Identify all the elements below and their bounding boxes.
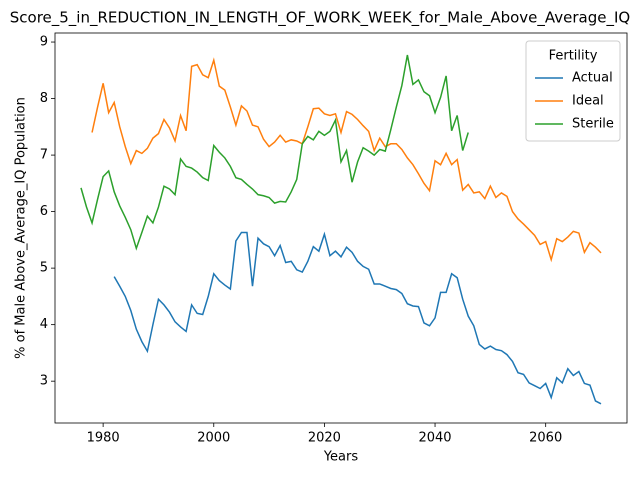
x-tick-label: 2020 <box>308 431 341 446</box>
legend-title: Fertility <box>549 49 598 64</box>
y-tick-label: 9 <box>40 35 48 50</box>
y-tick-label: 5 <box>40 261 48 276</box>
series-line <box>91 57 602 263</box>
y-tick-label: 8 <box>40 91 48 106</box>
x-tick-label: 2060 <box>529 431 562 446</box>
y-tick-label: 7 <box>40 148 48 163</box>
series-line <box>113 231 602 405</box>
chart-title: Score_5_in_REDUCTION_IN_LENGTH_OF_WORK_W… <box>10 9 630 28</box>
x-tick-label: 2040 <box>418 431 451 446</box>
legend-label: Actual <box>572 71 613 86</box>
x-tick-label: 2000 <box>197 431 230 446</box>
legend-label: Ideal <box>572 94 604 109</box>
y-axis-label: % of Male Above_Average_IQ Population <box>14 97 29 359</box>
legend: Fertility Actual Ideal Sterile <box>525 40 621 142</box>
y-tick-label: 6 <box>40 204 48 219</box>
y-tick-label: 4 <box>40 317 48 332</box>
x-axis-label: Years <box>323 450 359 465</box>
legend-box <box>525 40 621 142</box>
legend-label: Sterile <box>572 117 614 132</box>
plot-frame <box>54 32 628 424</box>
x-tick-label: 1980 <box>87 431 120 446</box>
series-line <box>80 54 469 251</box>
y-tick-label: 3 <box>40 374 48 389</box>
